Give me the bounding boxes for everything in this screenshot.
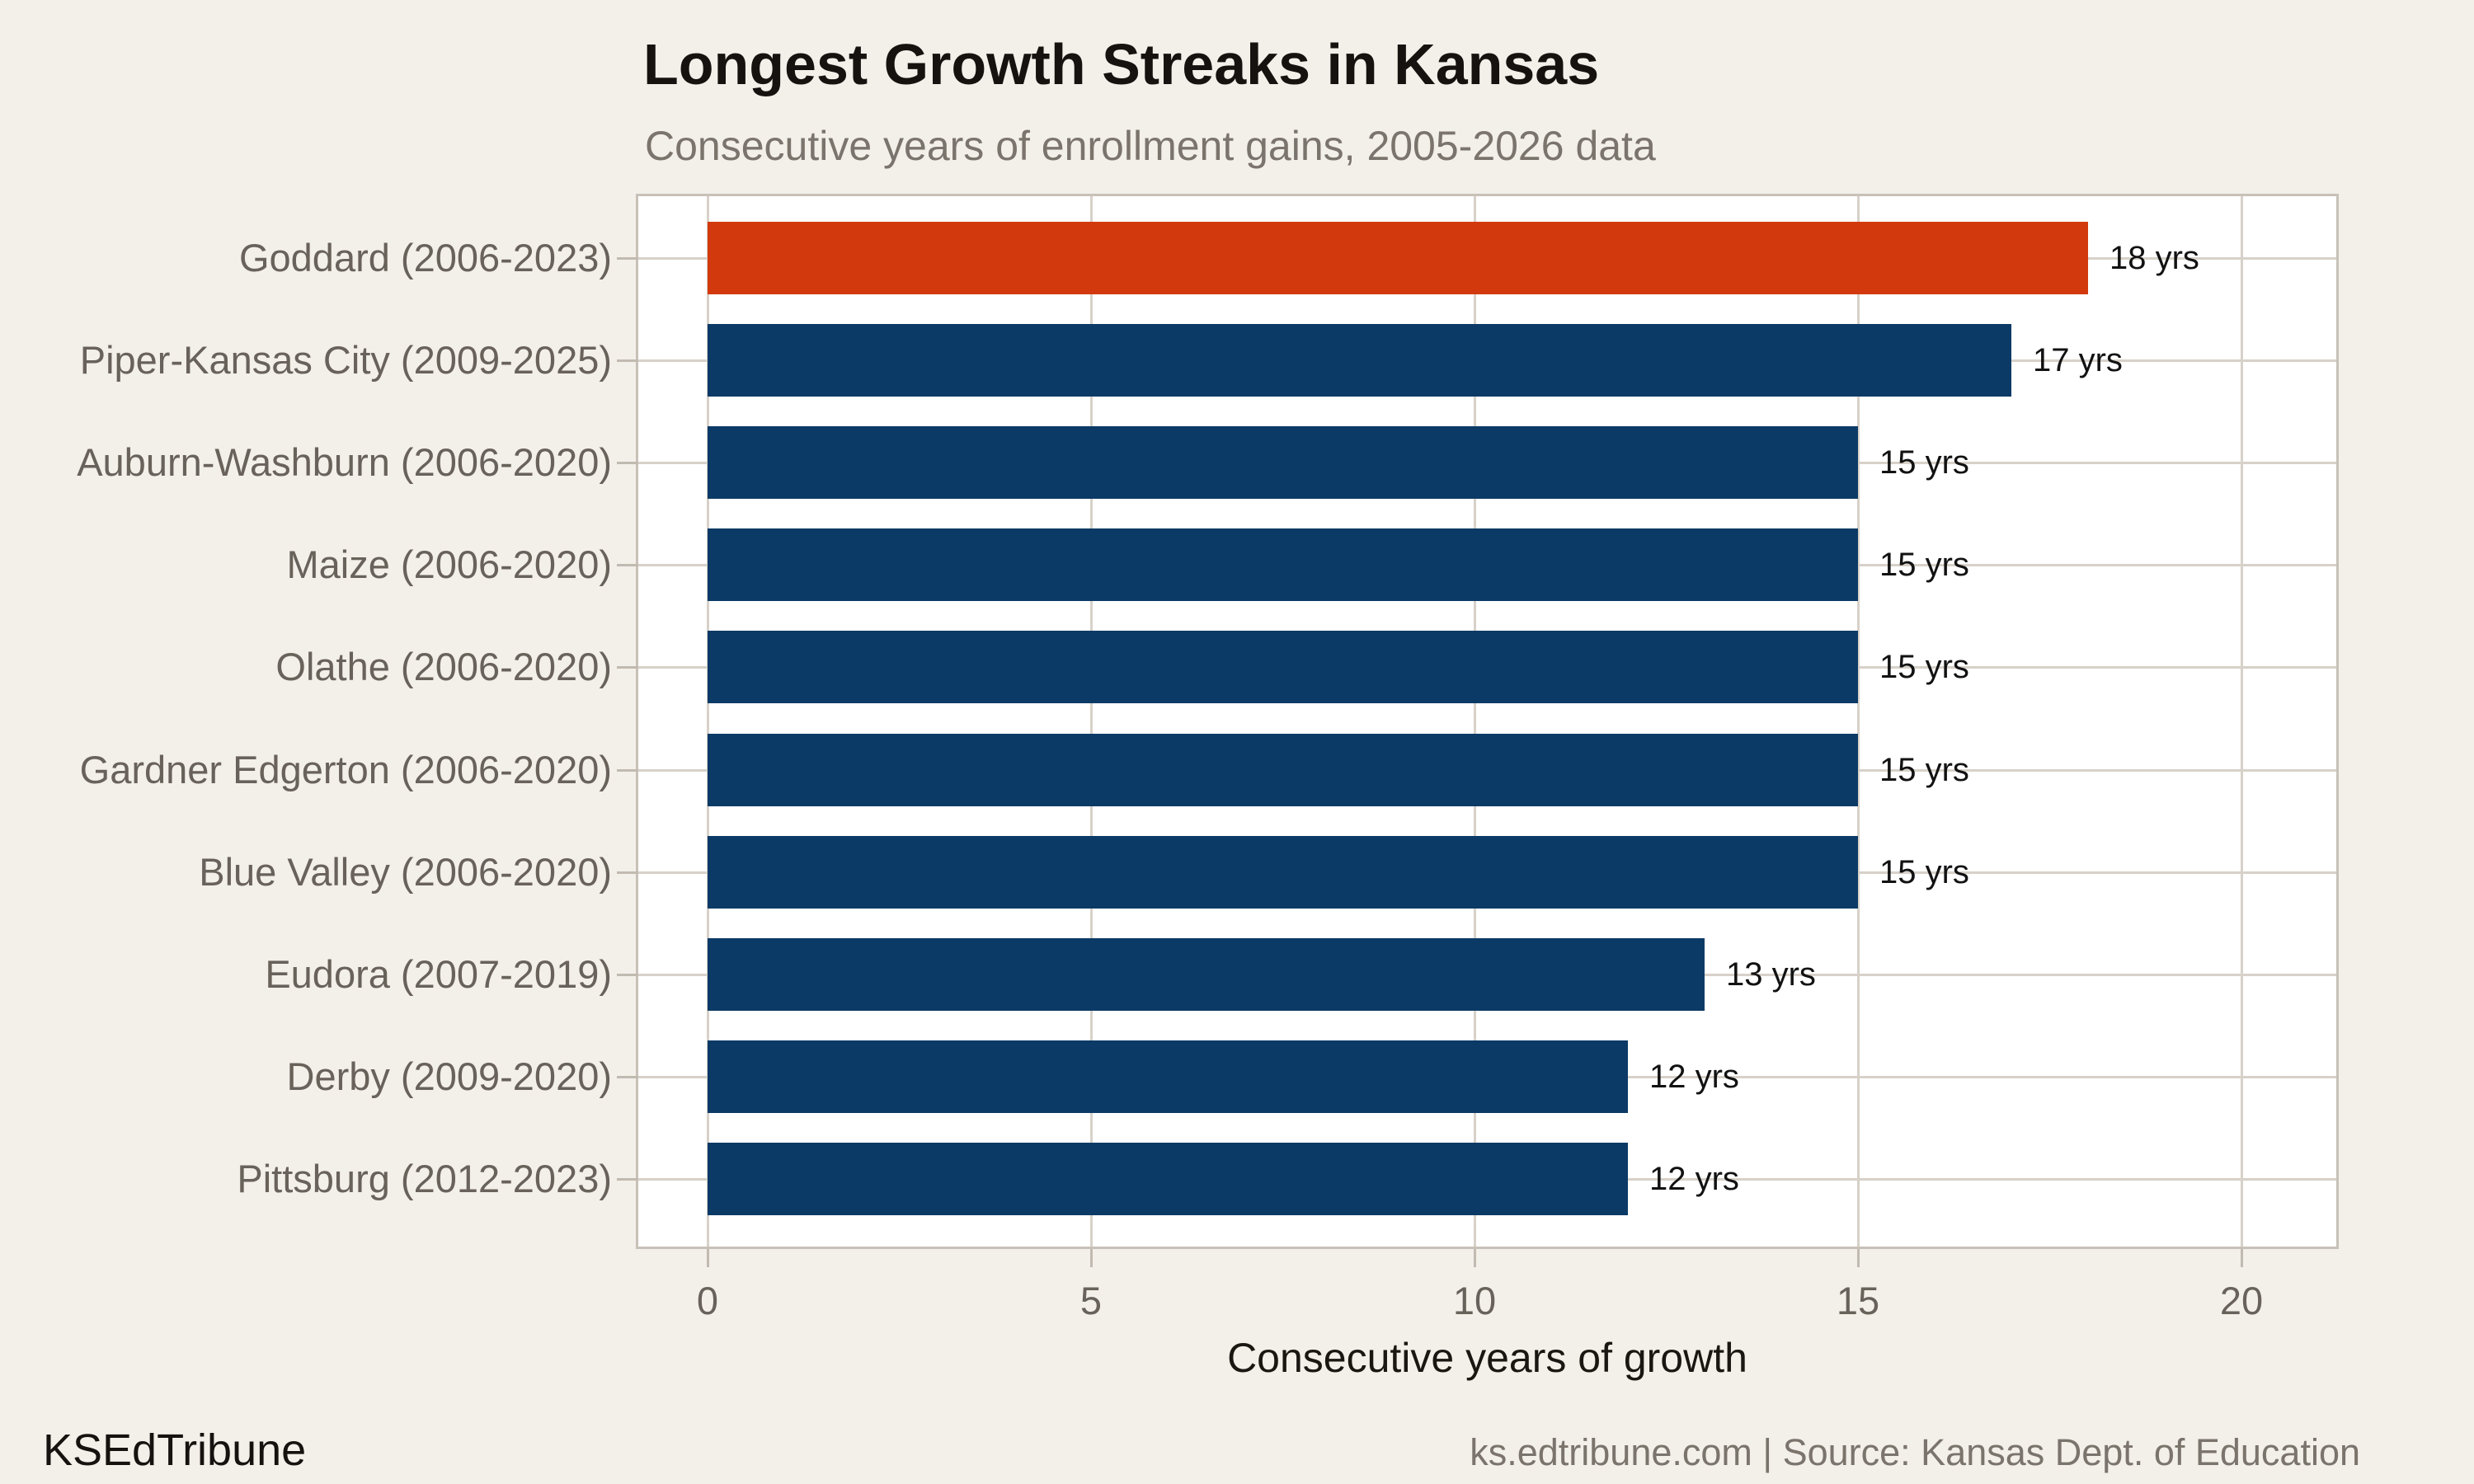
bar-pittsburg-2012-2023 — [708, 1142, 1628, 1215]
y-tick-olathe-2006-2020 — [617, 666, 638, 669]
x-tick-label-0: 0 — [696, 1279, 719, 1322]
y-tick-maize-2006-2020 — [617, 564, 638, 567]
x-tick-15 — [1857, 1249, 1860, 1267]
gridline-x-0 — [707, 196, 709, 1247]
value-label-blue-valley-2006-2020: 15 yrs — [1879, 853, 1969, 890]
chart-subtitle: Consecutive years of enrollment gains, 2… — [645, 123, 1656, 169]
x-tick-5 — [1090, 1249, 1093, 1267]
y-label-blue-valley-2006-2020: Blue Valley (2006-2020) — [199, 849, 612, 894]
bar-derby-2009-2020 — [708, 1040, 1628, 1113]
y-tick-auburn-washburn-2006-2020 — [617, 462, 638, 465]
y-label-eudora-2007-2019: Eudora (2007-2019) — [265, 951, 612, 996]
gridline-x-5 — [1090, 196, 1093, 1247]
y-label-derby-2009-2020: Derby (2009-2020) — [286, 1054, 613, 1098]
x-tick-label-15: 15 — [1836, 1279, 1880, 1322]
bar-piper-kansas-city-2009-2025 — [708, 324, 2011, 397]
x-tick-20 — [2241, 1249, 2243, 1267]
x-tick-label-20: 20 — [2219, 1279, 2264, 1322]
footer-source: ks.edtribune.com | Source: Kansas Dept. … — [1470, 1431, 2360, 1473]
y-label-gardner-edgerton-2006-2020: Gardner Edgerton (2006-2020) — [79, 747, 612, 791]
x-axis-title: Consecutive years of growth — [1227, 1335, 1747, 1381]
plot-area: 18 yrs 17 yrs 15 yrs 15 yrs 15 yrs 15 yrs 15 y… — [636, 194, 2339, 1249]
value-label-olathe-2006-2020: 15 yrs — [1879, 649, 1969, 686]
x-tick-0 — [707, 1249, 709, 1267]
value-label-derby-2009-2020: 12 yrs — [1649, 1058, 1739, 1095]
value-label-piper-kansas-city-2009-2025: 17 yrs — [2033, 342, 2123, 379]
x-tick-10 — [1474, 1249, 1476, 1267]
bar-maize-2006-2020 — [708, 528, 1858, 602]
bar-eudora-2007-2019 — [708, 937, 1705, 1011]
x-tick-label-5: 5 — [1079, 1279, 1103, 1322]
gridline-x-10 — [1474, 196, 1476, 1247]
value-label-auburn-washburn-2006-2020: 15 yrs — [1879, 444, 1969, 481]
value-label-eudora-2007-2019: 13 yrs — [1726, 956, 1816, 993]
bar-auburn-washburn-2006-2020 — [708, 426, 1858, 500]
bar-gardner-edgerton-2006-2020 — [708, 733, 1858, 806]
y-tick-pittsburg-2012-2023 — [617, 1177, 638, 1181]
y-label-olathe-2006-2020: Olathe (2006-2020) — [275, 645, 612, 689]
footer-brand: KSEdTribune — [43, 1425, 307, 1475]
value-label-maize-2006-2020: 15 yrs — [1879, 547, 1969, 584]
gridline-x-15 — [1857, 196, 1860, 1247]
bar-goddard-2006-2023 — [708, 222, 2088, 294]
y-tick-piper-kansas-city-2009-2025 — [617, 359, 638, 363]
value-label-goddard-2006-2023: 18 yrs — [2109, 240, 2199, 276]
y-tick-goddard-2006-2023 — [617, 257, 638, 260]
y-tick-blue-valley-2006-2020 — [617, 871, 638, 874]
y-tick-derby-2009-2020 — [617, 1075, 638, 1078]
value-label-gardner-edgerton-2006-2020: 15 yrs — [1879, 751, 1969, 788]
y-label-goddard-2006-2023: Goddard (2006-2023) — [238, 236, 612, 279]
y-tick-gardner-edgerton-2006-2020 — [617, 768, 638, 772]
y-label-piper-kansas-city-2009-2025: Piper-Kansas City (2009-2025) — [79, 338, 612, 383]
value-label-pittsburg-2012-2023: 12 yrs — [1649, 1160, 1739, 1197]
chart-title: Longest Growth Streaks in Kansas — [643, 32, 1600, 96]
gridline-x-20 — [2241, 196, 2243, 1247]
y-label-auburn-washburn-2006-2020: Auburn-Washburn (2006-2020) — [77, 440, 612, 485]
y-label-maize-2006-2020: Maize (2006-2020) — [286, 542, 613, 587]
y-tick-eudora-2007-2019 — [617, 973, 638, 976]
y-label-pittsburg-2012-2023: Pittsburg (2012-2023) — [237, 1156, 612, 1200]
bar-blue-valley-2006-2020 — [708, 835, 1858, 909]
bar-olathe-2006-2020 — [708, 631, 1858, 704]
x-tick-label-10: 10 — [1452, 1279, 1497, 1322]
